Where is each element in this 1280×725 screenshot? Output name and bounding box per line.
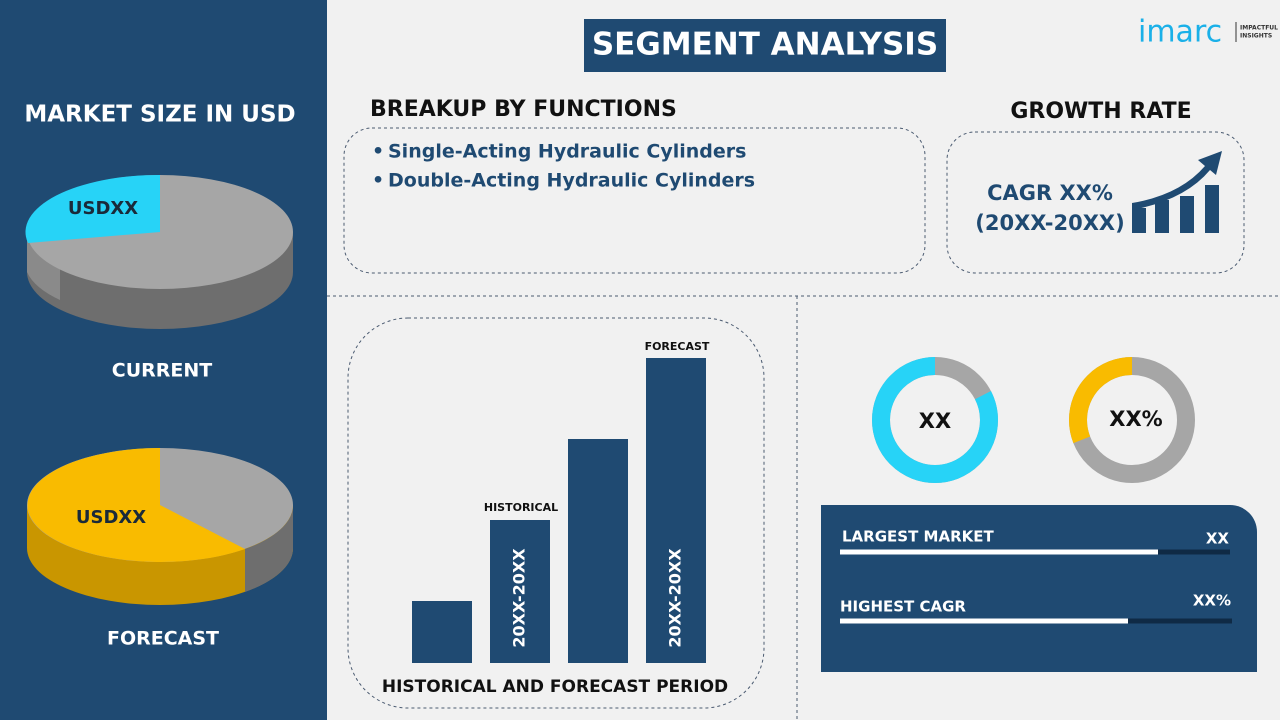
breakup-box <box>343 127 926 274</box>
stat-value: XX% <box>1193 592 1231 610</box>
period-box <box>347 317 765 709</box>
stat-value: XX <box>1206 530 1230 548</box>
logo-tagline: IMPACTFUL <box>1240 25 1278 32</box>
stat-label: LARGEST MARKET <box>842 528 994 546</box>
forecast-label: FORECAST <box>645 340 710 353</box>
market-title: MARKET SIZE IN USD <box>24 102 295 128</box>
pie-slice <box>25 174 160 243</box>
logo: imarc <box>1138 15 1222 50</box>
period-caption: HISTORICAL AND FORECAST PERIOD <box>382 677 728 697</box>
logo-tagline: INSIGHTS <box>1240 33 1272 40</box>
donut-value: XX% <box>1109 407 1162 431</box>
pie-slice <box>27 448 245 562</box>
bullet: • <box>372 141 384 163</box>
title-box <box>584 19 946 72</box>
growth-box <box>946 131 1245 274</box>
historical-label: HISTORICAL <box>484 501 558 514</box>
donut-arc <box>1069 357 1195 483</box>
breakup-item: Single-Acting Hydraulic Cylinders <box>388 141 746 163</box>
breakup-title: BREAKUP BY FUNCTIONS <box>370 97 677 122</box>
stats-box <box>821 505 1257 672</box>
stat-label: HIGHEST CAGR <box>840 598 966 616</box>
current-label: CURRENT <box>112 360 213 382</box>
current-value: USDXX <box>68 198 138 219</box>
growth-title: GROWTH RATE <box>1010 99 1191 124</box>
cagr-period: (20XX-20XX) <box>975 211 1124 235</box>
donut-value: XX <box>919 409 951 433</box>
cagr: CAGR XX% <box>987 181 1113 205</box>
pie-side <box>245 505 294 592</box>
historical-period: 20XX-20XX <box>510 548 529 648</box>
forecast-label: FORECAST <box>107 628 219 650</box>
breakup-item: Double-Acting Hydraulic Cylinders <box>388 170 755 192</box>
title: SEGMENT ANALYSIS <box>592 27 938 63</box>
forecast-value: USDXX <box>76 507 146 528</box>
growth-icon <box>1132 151 1222 233</box>
donut-arc <box>872 357 998 483</box>
period-bars <box>412 358 706 663</box>
bullet: • <box>372 170 384 192</box>
forecast-period: 20XX-20XX <box>666 548 685 648</box>
